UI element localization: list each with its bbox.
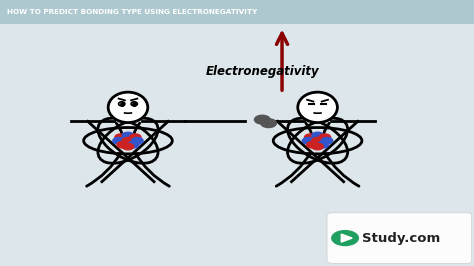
Circle shape <box>319 134 331 140</box>
Circle shape <box>321 138 333 144</box>
Ellipse shape <box>131 102 137 106</box>
Text: HOW TO PREDICT BONDING TYPE USING ELECTRONEGATIVITY: HOW TO PREDICT BONDING TYPE USING ELECTR… <box>7 9 257 15</box>
Circle shape <box>129 134 141 140</box>
Circle shape <box>128 142 139 148</box>
Polygon shape <box>341 234 352 242</box>
Circle shape <box>113 138 124 144</box>
Circle shape <box>261 119 276 128</box>
FancyArrowPatch shape <box>116 123 123 147</box>
FancyArrowPatch shape <box>322 123 329 147</box>
FancyArrowPatch shape <box>135 152 169 186</box>
FancyBboxPatch shape <box>327 213 472 263</box>
Ellipse shape <box>108 92 148 123</box>
Circle shape <box>302 138 314 144</box>
Text: Electronegativity: Electronegativity <box>206 65 320 78</box>
Ellipse shape <box>118 102 125 106</box>
Circle shape <box>122 138 134 144</box>
Circle shape <box>122 143 134 150</box>
Bar <box>0 0 474 24</box>
Ellipse shape <box>298 92 337 123</box>
FancyArrowPatch shape <box>276 152 311 186</box>
Circle shape <box>332 231 358 246</box>
Circle shape <box>115 134 127 140</box>
Circle shape <box>255 115 270 124</box>
FancyArrowPatch shape <box>133 123 140 147</box>
Circle shape <box>317 142 328 148</box>
Circle shape <box>132 138 143 144</box>
Circle shape <box>312 132 323 139</box>
FancyArrowPatch shape <box>324 152 359 186</box>
Circle shape <box>304 134 316 140</box>
FancyArrowPatch shape <box>87 152 121 186</box>
Circle shape <box>117 142 128 148</box>
Circle shape <box>312 138 323 144</box>
Text: Study.com: Study.com <box>362 232 440 244</box>
Circle shape <box>307 142 318 148</box>
FancyArrowPatch shape <box>306 123 313 147</box>
Circle shape <box>312 143 323 150</box>
Circle shape <box>122 132 134 139</box>
